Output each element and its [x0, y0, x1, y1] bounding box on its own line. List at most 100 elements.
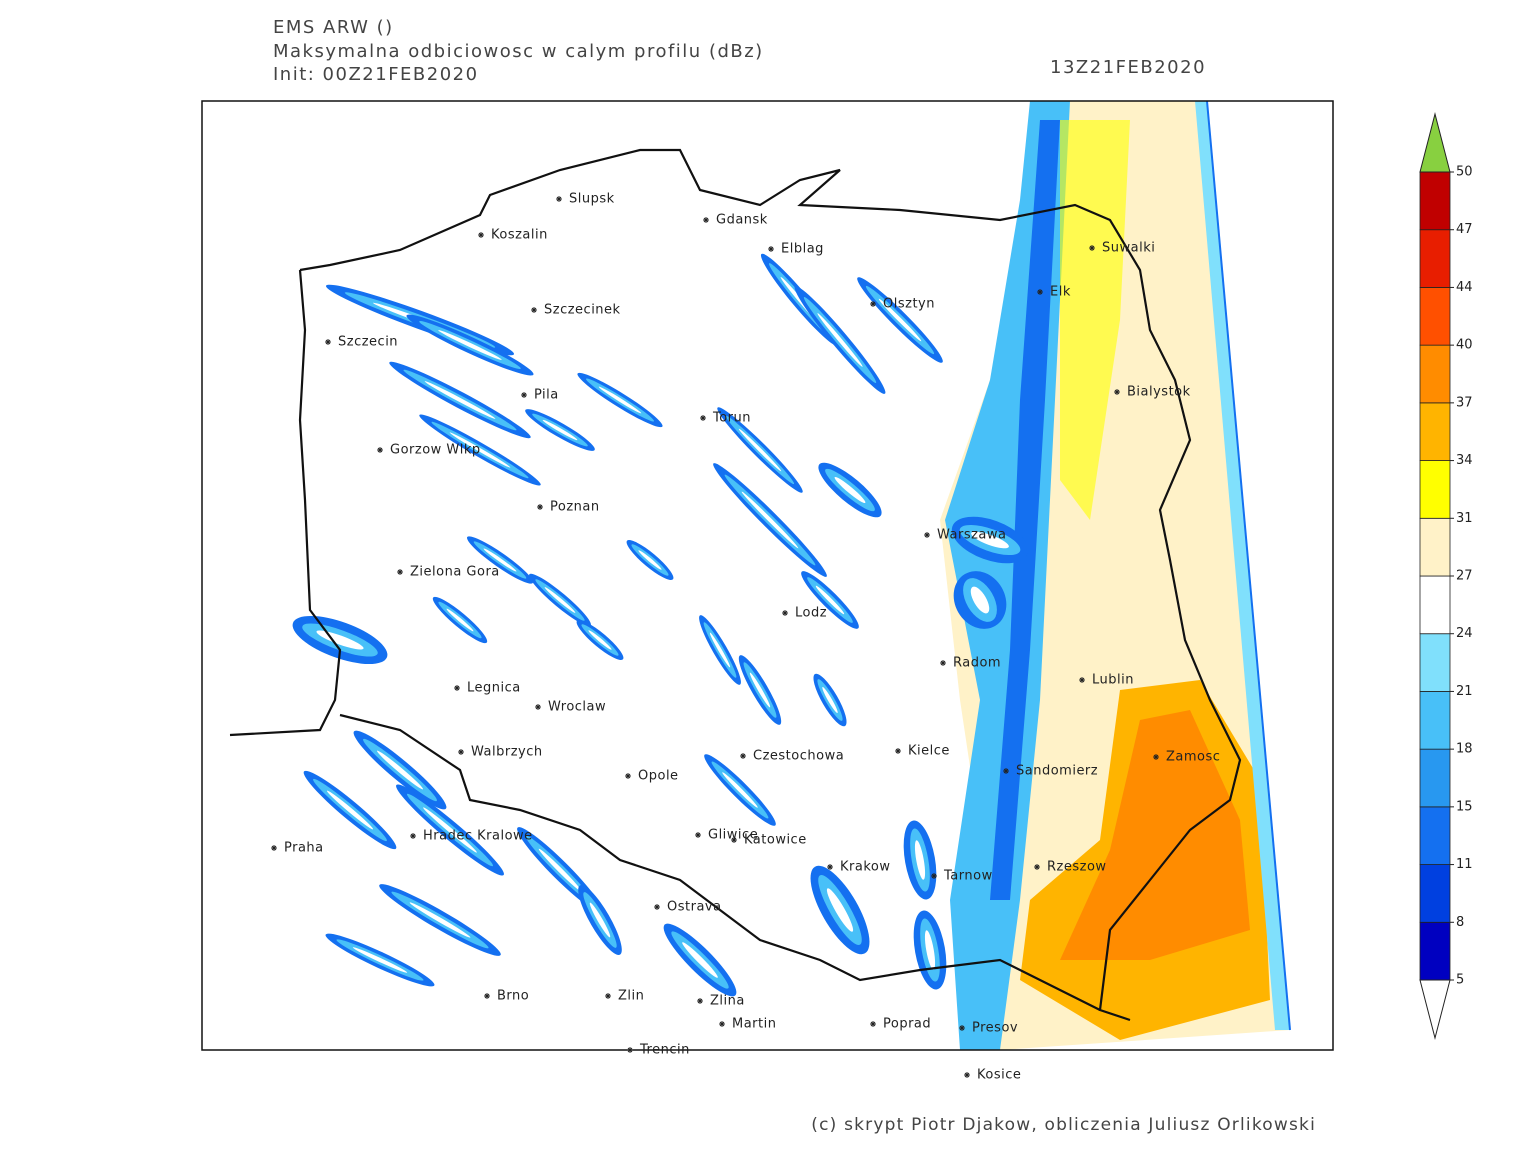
rain-band — [704, 754, 776, 826]
city-marker — [521, 392, 527, 398]
rain-band — [576, 619, 624, 661]
city-marker — [768, 246, 774, 252]
city-label: Poznan — [550, 500, 600, 515]
city-label: Hradec Kralowe — [423, 829, 533, 844]
city-marker — [605, 993, 611, 999]
colorbar-segment — [1419, 575, 1451, 635]
rain-band — [303, 770, 397, 850]
city-label: Koszalin — [491, 228, 548, 243]
colorbar-segment — [1419, 691, 1451, 750]
colorbar-label: 11 — [1456, 857, 1473, 872]
rain-band — [578, 885, 622, 955]
city-marker — [458, 749, 464, 755]
city-marker — [1034, 864, 1040, 870]
footer: (c) skrypt Piotr Djakow, obliczenia Juli… — [811, 1115, 1316, 1135]
colorbar-label: 31 — [1456, 511, 1473, 526]
city-marker — [697, 998, 703, 1004]
city-marker — [1079, 677, 1085, 683]
rain-core — [438, 330, 502, 360]
colorbar-segment — [1419, 517, 1451, 577]
city-label: Lodz — [795, 606, 827, 621]
city-label: Krakow — [840, 860, 891, 875]
rain-band — [713, 463, 827, 577]
colorbar-label: 24 — [1456, 626, 1473, 641]
south-east-core — [1060, 710, 1250, 960]
city-label: Gdansk — [716, 213, 768, 228]
valid-time: 13Z21FEB2020 — [1050, 57, 1206, 78]
colorbar-segment — [1419, 806, 1451, 865]
city-marker — [478, 232, 484, 238]
city-marker — [731, 837, 737, 843]
city-marker — [377, 447, 383, 453]
city-marker — [531, 307, 537, 313]
colorbar-under — [1419, 979, 1451, 1040]
city-marker — [924, 532, 930, 538]
colorbar-label: 50 — [1456, 165, 1473, 180]
cities: Slupsk Koszalin Gdansk Elblag Suwalki Elk Olsz… — [271, 192, 1220, 1083]
city-label: Szczecin — [338, 335, 398, 350]
colorbar-segment — [1419, 864, 1451, 923]
field-title: Maksymalna odbiciowosc w calym profilu (… — [273, 41, 764, 62]
rain-core — [924, 930, 936, 970]
model-title: EMS ARW () — [273, 17, 394, 38]
city-label: Trencin — [639, 1043, 690, 1058]
city-marker — [397, 569, 403, 575]
colorbar-label: 47 — [1456, 222, 1473, 237]
city-marker — [1089, 245, 1095, 251]
city-marker — [959, 1025, 965, 1031]
north-east-precip — [1060, 120, 1130, 520]
colorbar-segment — [1419, 287, 1451, 346]
city-marker — [827, 864, 833, 870]
rain-band — [818, 462, 882, 518]
city-marker — [870, 301, 876, 307]
rain-core — [741, 491, 799, 549]
colorbar-over — [1419, 112, 1451, 173]
rain-core — [878, 298, 922, 342]
rain-core — [826, 888, 854, 932]
rain-band — [396, 784, 504, 876]
rain-band — [953, 571, 1007, 629]
city-marker — [895, 748, 901, 754]
city-label: Szczecinek — [544, 303, 621, 318]
city-marker — [719, 1021, 725, 1027]
city-label: Wroclaw — [548, 700, 606, 715]
east-edge-core — [990, 120, 1060, 900]
rain-core — [738, 428, 782, 472]
rain-core — [970, 586, 990, 614]
city-marker — [1114, 389, 1120, 395]
city-label: Suwalki — [1102, 241, 1155, 256]
city-marker — [654, 904, 660, 910]
city-marker — [782, 610, 788, 616]
city-label: Gorzow Wlkp — [390, 443, 481, 458]
rain-band — [406, 314, 534, 376]
city-marker — [700, 415, 706, 421]
rain-band — [577, 372, 663, 428]
rain-core — [376, 750, 424, 790]
rain-core — [449, 432, 511, 468]
city-label: Praha — [284, 841, 324, 856]
rain-core — [352, 947, 408, 973]
city-label: Kosice — [977, 1068, 1021, 1083]
rain-band — [810, 865, 870, 955]
city-label: Kielce — [908, 744, 950, 759]
rain-band — [717, 407, 803, 493]
city-marker — [964, 1072, 970, 1078]
borders — [229, 148, 1242, 1022]
city-label: Brno — [497, 989, 529, 1004]
city-label: Olsztyn — [883, 297, 935, 312]
colorbar-label: 44 — [1456, 280, 1473, 295]
rain-band — [663, 923, 737, 997]
colorbar-segment — [1419, 748, 1451, 808]
colorbar-segment — [1419, 460, 1451, 519]
city-marker — [703, 217, 709, 223]
rain-band — [738, 655, 782, 725]
city-label: Elk — [1050, 285, 1071, 300]
city-marker — [627, 1047, 633, 1053]
city-label: Legnica — [467, 681, 521, 696]
rain-band — [379, 884, 501, 956]
city-marker — [1037, 289, 1043, 295]
city-marker — [537, 504, 543, 510]
colorbar-label: 5 — [1456, 973, 1464, 988]
colorbar-segment — [1419, 229, 1451, 288]
